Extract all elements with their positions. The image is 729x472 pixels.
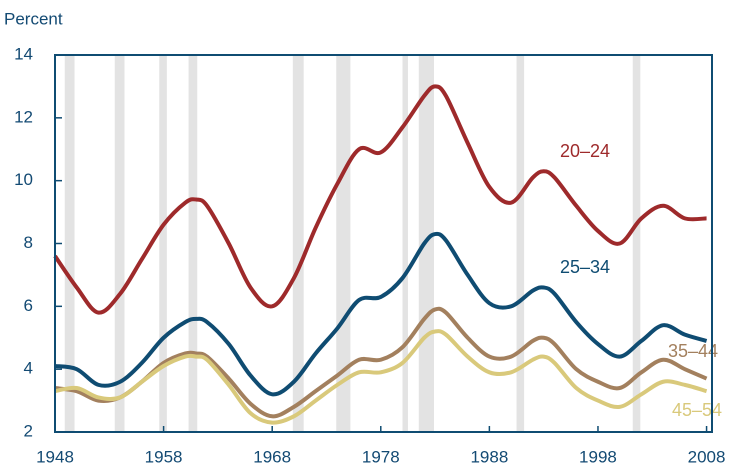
recession-band <box>159 55 167 432</box>
recession-band <box>336 55 351 432</box>
x-tick-label: 2008 <box>688 447 726 466</box>
series-line <box>53 84 707 315</box>
x-tick-label: 1978 <box>362 447 400 466</box>
series-label: 35–44 <box>668 341 718 361</box>
recession-band <box>114 55 125 432</box>
x-tick-label: 1958 <box>145 447 183 466</box>
series-label: 20–24 <box>560 141 610 161</box>
x-tick-label: 1988 <box>470 447 508 466</box>
recession-band <box>188 55 198 432</box>
recession-band <box>64 55 75 432</box>
y-tick-label: 10 <box>14 170 33 189</box>
recession-band <box>292 55 304 432</box>
y-tick-label: 4 <box>24 359 33 378</box>
y-tick-label: 14 <box>14 44 33 63</box>
y-tick-label: 8 <box>24 233 33 252</box>
plot-frame <box>54 54 713 433</box>
x-tick-label: 1998 <box>579 447 617 466</box>
x-tick-label: 1968 <box>253 447 291 466</box>
y-tick-label: 6 <box>24 296 33 315</box>
series-line <box>54 231 708 397</box>
y-tick-label: 2 <box>24 421 33 440</box>
recession-band <box>402 55 408 432</box>
series-line <box>54 329 708 425</box>
y-axis-label: Percent <box>4 9 63 28</box>
series-line <box>54 306 708 419</box>
x-tick-label: 1948 <box>36 447 74 466</box>
y-tick-label: 12 <box>14 107 33 126</box>
recession-band <box>516 55 525 432</box>
series-label: 45–54 <box>672 400 722 420</box>
series-label: 25–34 <box>560 257 610 277</box>
recession-band <box>632 55 641 432</box>
